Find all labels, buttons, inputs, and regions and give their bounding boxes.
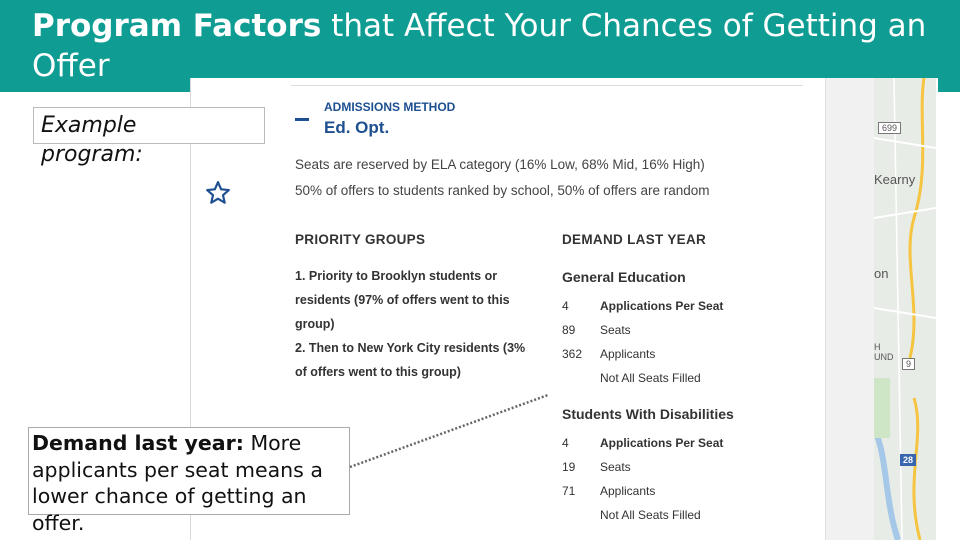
demand-label: Seats xyxy=(600,323,631,337)
panel-divider xyxy=(825,78,826,540)
priority-group-item: 1. Priority to Brooklyn students or resi… xyxy=(295,269,510,331)
demand-heading: DEMAND LAST YEAR xyxy=(562,232,707,247)
priority-group-item: 2. Then to New York City residents (3% o… xyxy=(295,341,526,379)
priority-groups-heading: PRIORITY GROUPS xyxy=(295,232,426,247)
seats-status: Not All Seats Filled xyxy=(600,371,701,385)
example-label: Example program: xyxy=(41,113,143,167)
demand-value: 4 xyxy=(562,436,569,450)
callout-text: Demand last year: More applicants per se… xyxy=(32,430,352,536)
seat-reservation-note: Seats are reserved by ELA category (16% … xyxy=(295,157,705,172)
callout-bold: Demand last year: xyxy=(32,431,244,455)
demand-label: Applications Per Seat xyxy=(600,436,724,450)
title-bar xyxy=(0,0,960,92)
slide-title-bold: Program Factors xyxy=(32,8,322,44)
panel-gutter xyxy=(826,78,874,540)
map-label: on xyxy=(874,266,889,281)
slide-title-rest: that Affect Your Chances of Getting an O… xyxy=(32,8,927,84)
demand-label: Applicants xyxy=(600,347,656,361)
map-label: Kearny xyxy=(874,172,916,187)
map-roads xyxy=(874,78,936,540)
demand-label: Applications Per Seat xyxy=(600,299,724,313)
offer-split-note: 50% of offers to students ranked by scho… xyxy=(295,183,710,198)
seats-status: Not All Seats Filled xyxy=(600,508,701,522)
demand-label: Applicants xyxy=(600,484,656,498)
demand-value: 71 xyxy=(562,484,576,498)
students-with-disabilities-heading: Students With Disabilities xyxy=(562,406,734,422)
admissions-method-label: ADMISSIONS METHOD xyxy=(324,100,456,114)
road-shield: 699 xyxy=(878,122,902,134)
demand-value: 19 xyxy=(562,460,576,474)
admissions-method-value: Ed. Opt. xyxy=(324,118,390,137)
map-label: UND xyxy=(874,352,894,362)
example-label-box xyxy=(33,107,265,144)
slide-title: Program Factors that Affect Your Chances… xyxy=(32,6,932,86)
demand-label: Seats xyxy=(600,460,631,474)
collapse-minus-icon[interactable] xyxy=(295,118,309,121)
callout-rest: More applicants per seat means a lower c… xyxy=(32,431,323,535)
map-label: H xyxy=(874,342,881,352)
demand-value: 362 xyxy=(562,347,583,361)
map-panel[interactable]: 699 Kearny on H UND 9 28 xyxy=(874,78,936,540)
top-divider xyxy=(291,85,803,86)
demand-value: 4 xyxy=(562,299,569,313)
general-education-heading: General Education xyxy=(562,269,686,285)
star-outline-icon[interactable] xyxy=(205,180,231,206)
callout-box xyxy=(28,427,350,515)
demand-value: 89 xyxy=(562,323,576,337)
road-shield: 9 xyxy=(902,358,916,370)
highway-shield: 28 xyxy=(900,454,917,466)
